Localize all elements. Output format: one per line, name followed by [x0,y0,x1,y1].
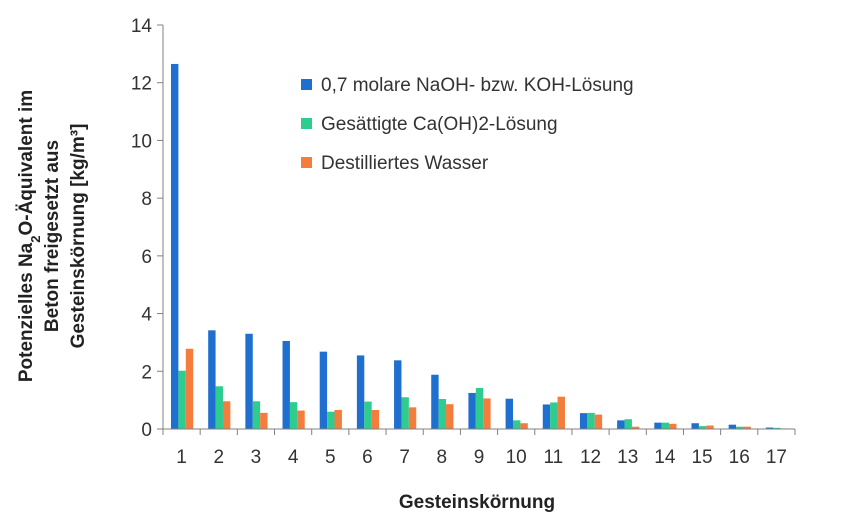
y-tick-label: 4 [141,305,152,326]
bar-series-2 [438,398,447,429]
y-tick-label: 6 [141,247,152,268]
x-tick-label: 16 [729,447,750,468]
y-axis-title-line-1: Potenzielles Na2O-Äquivalent im [16,90,43,382]
y-axis-title-line-3: Gesteinskörnung [kg/m³] [68,124,89,349]
y-tick-label: 12 [131,74,152,95]
y-tick-label: 14 [131,16,153,37]
bar-series-3 [706,425,714,429]
legend-swatch [301,157,312,168]
bar-series-3 [483,398,491,429]
legend-swatch [301,118,312,129]
x-tick-label: 5 [325,447,336,468]
bar-series-3 [520,423,528,429]
bar-series-2 [252,401,261,429]
x-tick-label: 4 [288,447,299,468]
legend: 0,7 molare NaOH- bzw. KOH-Lösung Gesättig… [301,75,634,174]
y-tick-label: 2 [141,362,152,383]
x-tick-label: 15 [691,447,712,468]
legend-label: 0,7 molare NaOH- bzw. KOH-Lösung [321,75,634,96]
y-axis-title-subscript: 2 [28,236,43,243]
y-axis-title-line-1-suffix: O-Äquivalent im [16,90,37,236]
bar-series-2 [661,422,670,429]
x-tick-label: 2 [213,447,224,468]
bar-series-2 [550,402,558,429]
y-axis-title: Potenzielles Na2O-Äquivalent im Beton fr… [16,90,89,382]
bar-series-2 [475,388,484,429]
y-tick-label: 0 [141,420,152,441]
x-tick-label: 14 [654,447,676,468]
bar-series-1 [468,392,476,429]
bar-series-3 [222,401,231,429]
bar-series-3 [631,426,640,429]
bar-series-3 [334,409,342,429]
x-tick-label: 11 [543,447,563,468]
x-tick-label: 12 [580,447,601,468]
x-tick-label: 10 [506,447,527,468]
bar-series-1 [765,427,774,429]
bar-series-1 [431,374,439,429]
bar-series-3 [408,407,417,429]
bar-series-1 [208,330,216,429]
x-tick-label: 13 [617,447,638,468]
legend-label: Destilliertes Wasser [321,153,489,174]
bar-series-3 [743,426,751,429]
bar-series-2 [698,426,707,429]
y-axis-ticks: 0 2 4 6 8 10 12 14 [131,16,163,441]
legend-label: Gesättigte Ca(OH)2-Lösung [321,114,558,135]
y-tick-label: 8 [141,189,152,210]
y-axis-title-line-2: Beton freigesetzt aus [42,140,63,332]
bar-series-1 [356,355,365,429]
x-axis-ticks: 1 2 3 4 5 6 7 8 9 10 11 12 13 14 15 16 17 [162,429,796,468]
x-tick-label: 3 [251,447,262,468]
bar-series-1 [728,424,737,429]
bar-series-2 [289,402,298,429]
bar-series-1 [505,398,513,429]
bar-series-3 [594,414,603,429]
x-tick-label: 9 [474,447,485,468]
bar-series-3 [669,423,677,429]
bar-series-1 [319,351,328,429]
bar-series-2 [215,386,223,429]
y-axis-title-line-1-prefix: Potenzielles Na [16,242,37,382]
x-tick-label: 17 [766,447,787,468]
bar-series-1 [579,413,588,429]
bar-series-2 [624,419,632,429]
x-tick-label: 1 [176,447,187,468]
bar-series-3 [371,409,380,429]
bar-series-2 [401,397,409,429]
bar-series-1 [542,404,551,429]
bar-series-3 [297,410,305,429]
bar-series-2 [327,411,335,429]
bar-series-2 [364,401,372,429]
bar-series-3 [446,404,454,429]
bar-series-2 [512,420,521,429]
x-axis-title: Gesteinskörnung [399,492,555,513]
bar-series-3 [185,348,194,429]
y-tick-label: 10 [131,131,152,152]
bar-series-2 [773,427,781,429]
bar-series-2 [178,370,186,429]
bar-series-3 [260,412,268,429]
bar-series-1 [282,340,290,429]
x-tick-label: 7 [399,447,410,468]
legend-swatch [301,79,312,90]
bar-series-1 [617,420,625,429]
bar-series-2 [736,426,744,429]
bar-series-1 [245,333,253,429]
bar-series-1 [654,422,662,429]
bar-series-1 [171,63,179,429]
bar-series-1 [691,423,699,429]
x-tick-label: 8 [437,447,448,468]
bar-series-3 [557,396,565,429]
bars [171,63,789,429]
bar-series-1 [394,360,402,429]
bar-series-2 [587,412,595,429]
x-tick-label: 6 [362,447,373,468]
